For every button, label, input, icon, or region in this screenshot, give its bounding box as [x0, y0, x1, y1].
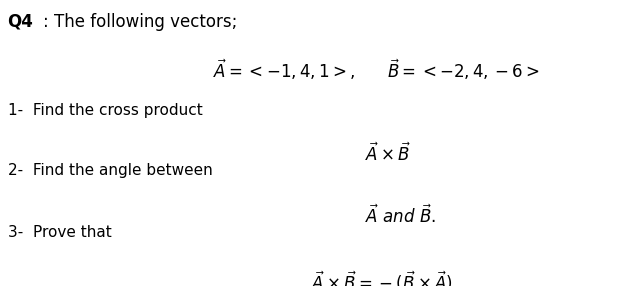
Text: $\vec{B} =< -2,4,-6 >$: $\vec{B} =< -2,4,-6 >$ — [387, 57, 540, 82]
Text: $\vec{A} \times \vec{B} = -(\vec{B} \times \vec{A})$: $\vec{A} \times \vec{B} = -(\vec{B} \tim… — [311, 269, 453, 286]
Text: $\vec{A}$ and $\vec{B}.$: $\vec{A}$ and $\vec{B}.$ — [365, 204, 436, 227]
Text: $\vec{A} =< -1,4,1 >,$: $\vec{A} =< -1,4,1 >,$ — [213, 57, 355, 82]
Text: 1-  Find the cross product: 1- Find the cross product — [8, 103, 203, 118]
Text: Q4: Q4 — [8, 13, 34, 31]
Text: 3-  Prove that: 3- Prove that — [8, 225, 111, 239]
Text: : The following vectors;: : The following vectors; — [43, 13, 237, 31]
Text: $\vec{A} \times \vec{B}$: $\vec{A} \times \vec{B}$ — [365, 143, 411, 166]
Text: 2-  Find the angle between: 2- Find the angle between — [8, 163, 212, 178]
